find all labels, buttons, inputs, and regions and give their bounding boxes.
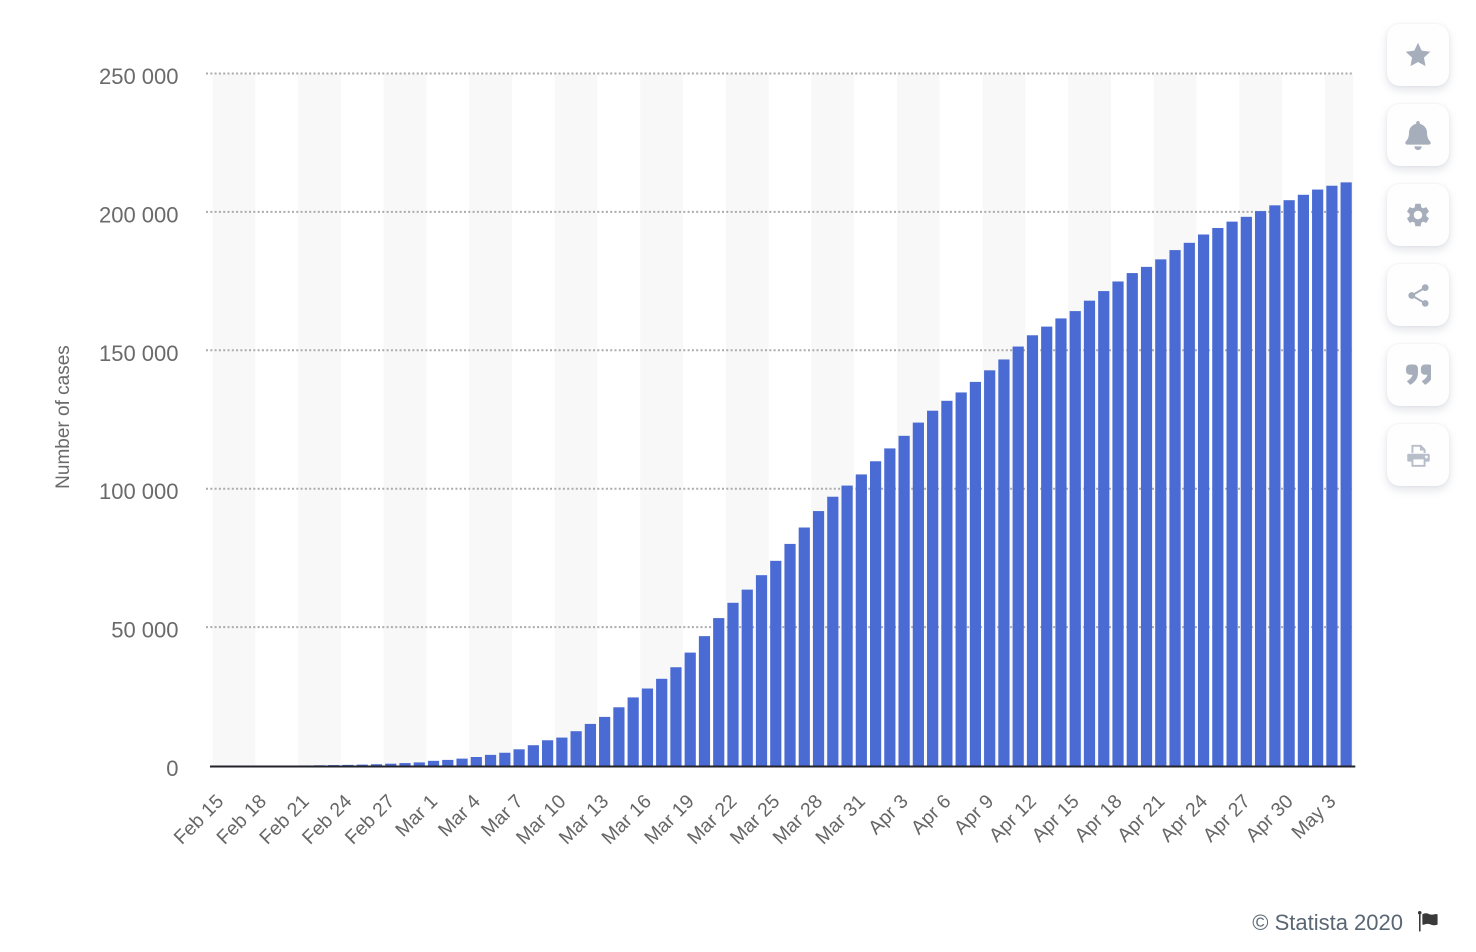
svg-text:200 000: 200 000 [99,202,179,227]
svg-text:Apr 3: Apr 3 [864,790,913,839]
svg-text:150 000: 150 000 [99,341,179,366]
svg-text:Apr 6: Apr 6 [907,790,956,839]
svg-text:Apr 21: Apr 21 [1113,790,1169,846]
svg-text:May 3: May 3 [1287,790,1340,843]
svg-text:Apr 30: Apr 30 [1241,790,1297,846]
svg-text:Number of cases: Number of cases [53,345,74,489]
svg-text:Apr 24: Apr 24 [1156,790,1212,846]
svg-text:Mar 4: Mar 4 [434,790,485,841]
svg-text:0: 0 [166,756,178,781]
svg-text:250 000: 250 000 [99,64,179,89]
svg-text:Apr 15: Apr 15 [1028,790,1084,846]
svg-text:Mar 1: Mar 1 [391,790,442,841]
svg-text:100 000: 100 000 [99,479,179,504]
svg-text:50 000: 50 000 [111,618,178,643]
svg-text:Apr 18: Apr 18 [1070,790,1126,846]
svg-text:Apr 12: Apr 12 [985,790,1041,846]
svg-text:Apr 27: Apr 27 [1199,790,1255,846]
